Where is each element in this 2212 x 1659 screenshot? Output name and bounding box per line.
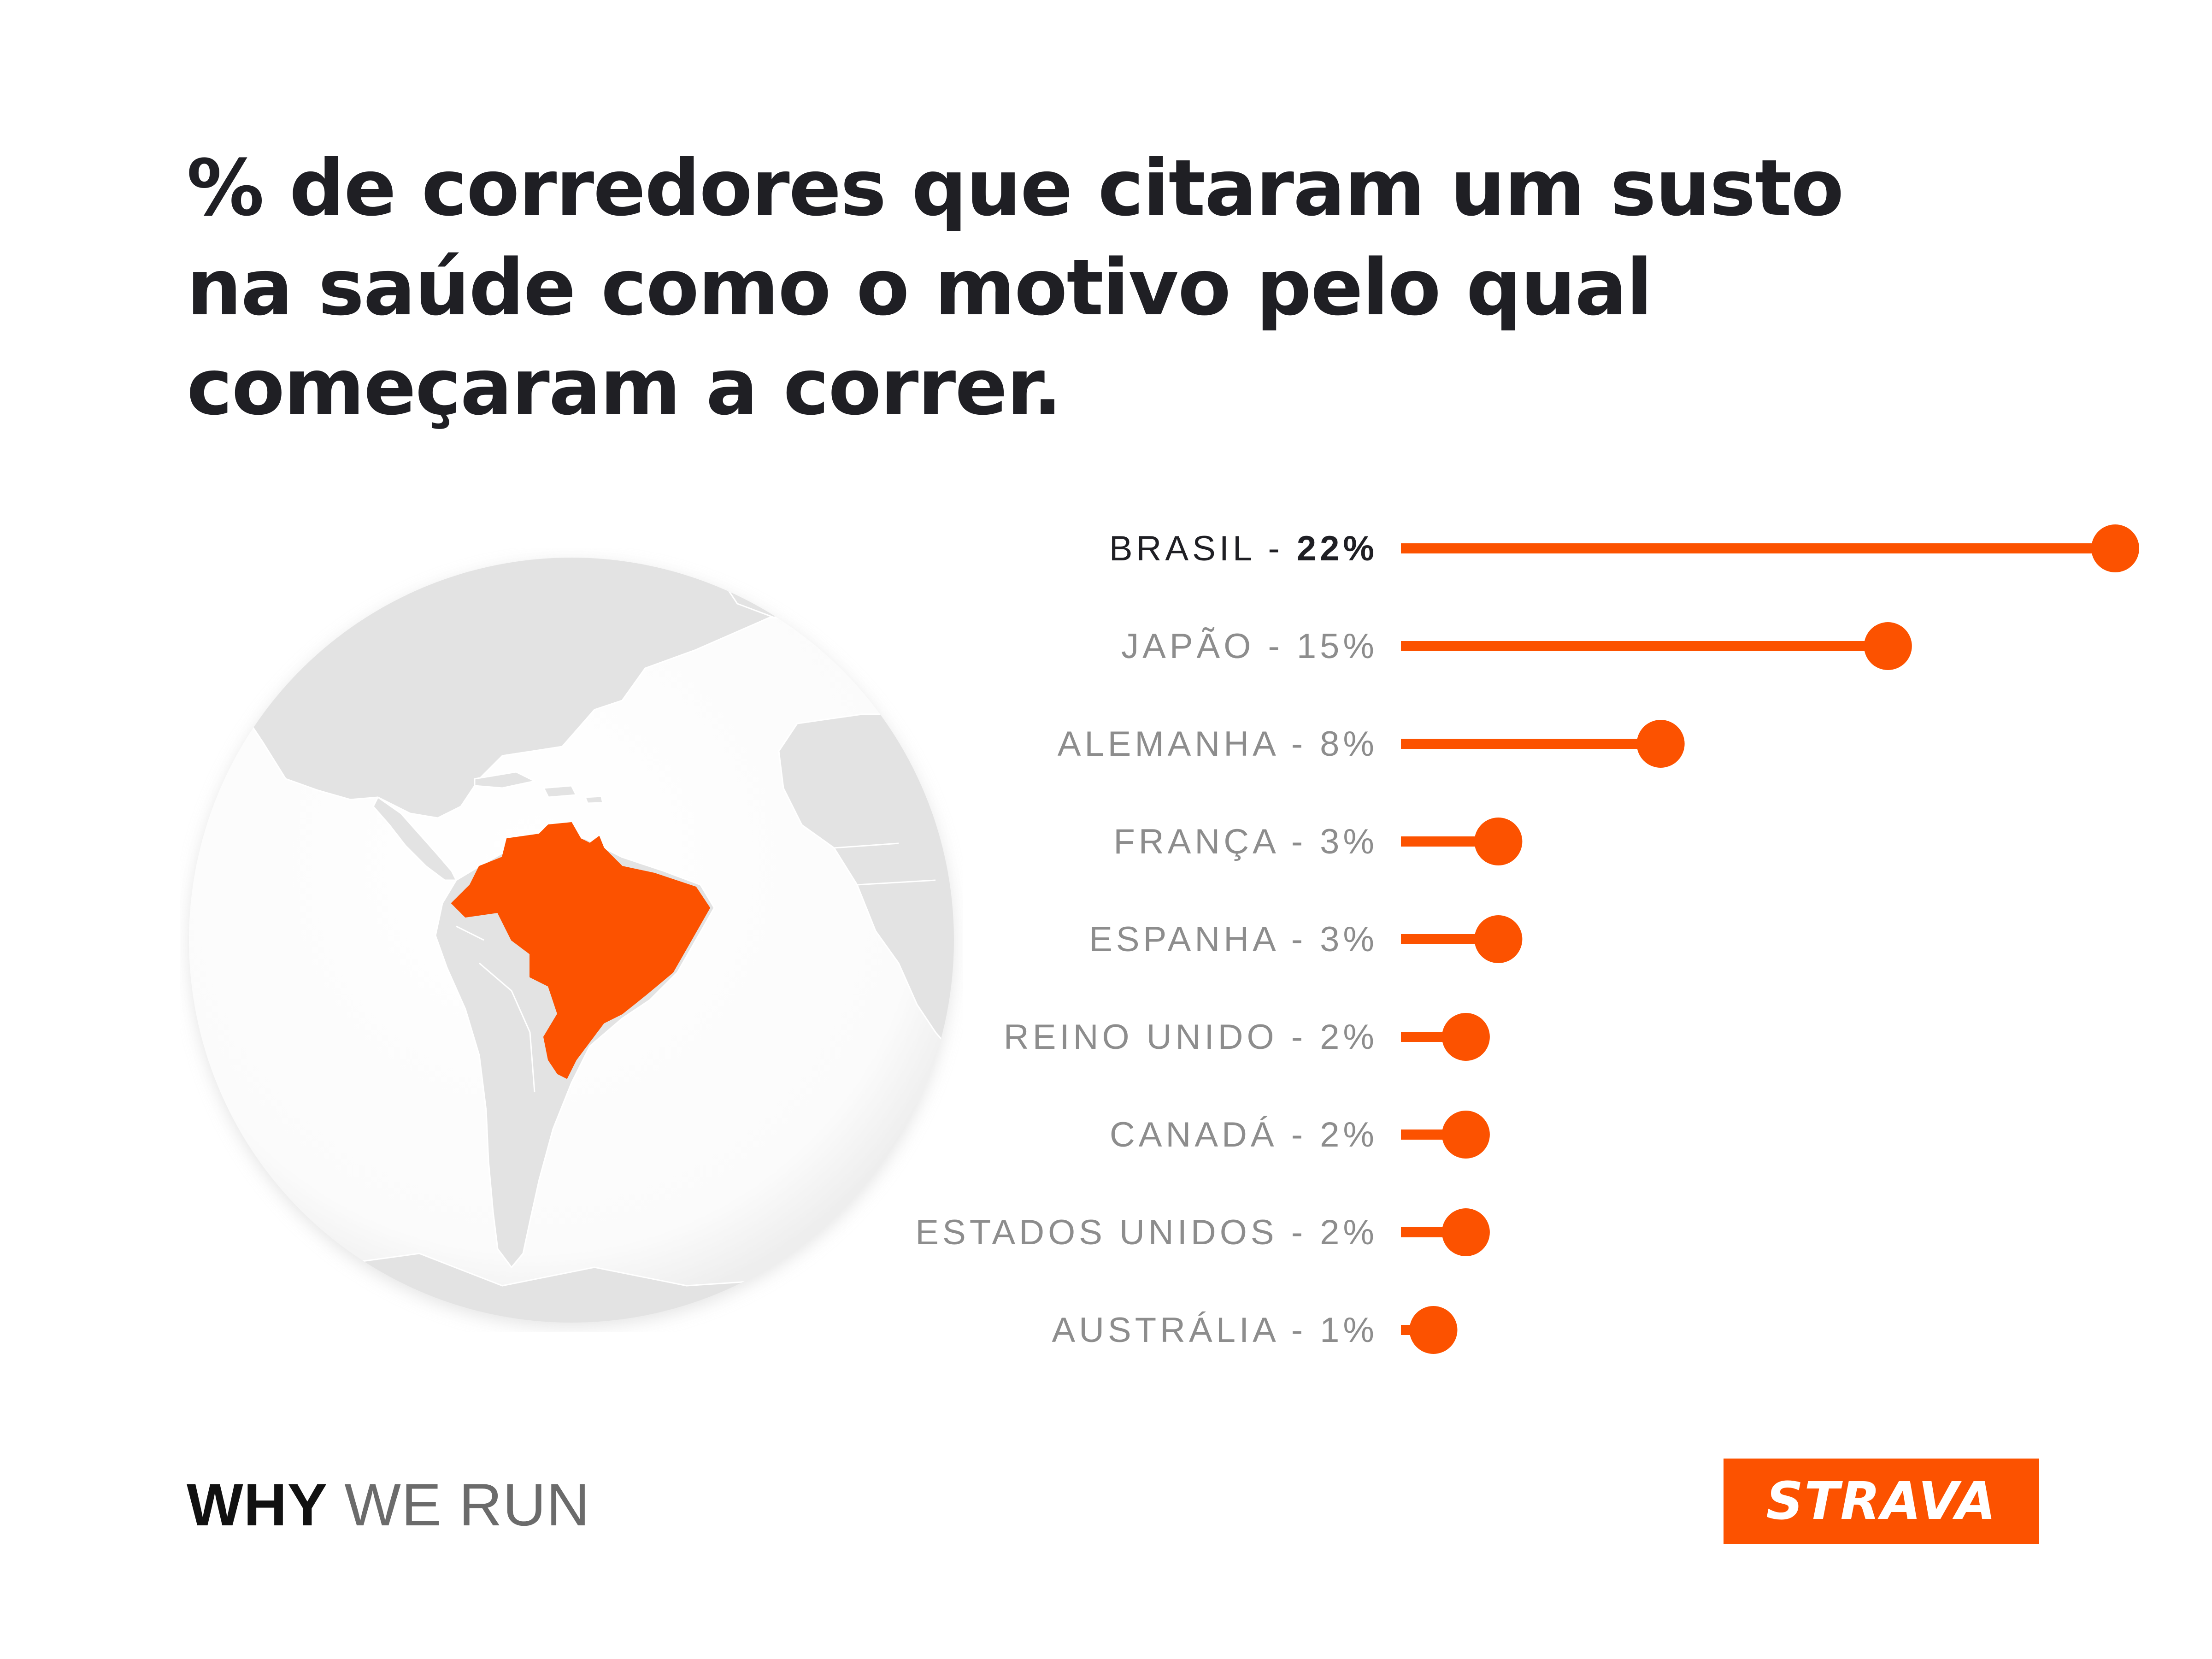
category-name: REINO UNIDO - xyxy=(1004,1018,1320,1057)
category-name: BRASIL - xyxy=(1109,529,1297,568)
caribbean-islands-land xyxy=(474,771,535,789)
category-name: JAPÃO - xyxy=(1121,627,1297,666)
chart-title: % de corredores que citaram um susto na … xyxy=(187,138,1984,437)
lollipop-dot xyxy=(1441,1208,1490,1256)
category-label: REINO UNIDO - 2% xyxy=(1004,1018,1378,1057)
brand-we-run: WE RUN xyxy=(344,1471,590,1538)
lollipop-chart: BRASIL - 22% JAPÃO - 15% ALEMANHA - 8% FRAN… xyxy=(876,507,2143,1406)
category-value: 2% xyxy=(1320,1213,1378,1252)
category-label: CANADÁ - 2% xyxy=(1110,1115,1378,1154)
category-label: ESPANHA - 3% xyxy=(1089,920,1378,959)
category-name: CANADÁ - xyxy=(1110,1115,1320,1154)
category-label: JAPÃO - 15% xyxy=(1121,627,1378,666)
category-label: BRASIL - 22% xyxy=(1109,529,1378,568)
why-we-run-brand: WHY WE RUN xyxy=(187,1470,590,1539)
category-label: FRANÇA - 3% xyxy=(1113,822,1378,861)
lollipop-dot xyxy=(2091,524,2139,572)
central-america-land xyxy=(372,796,457,881)
chart-title-line-1: % de corredores que citaram um susto xyxy=(187,143,1844,233)
lollipop-dot xyxy=(1409,1306,1458,1354)
category-value: 8% xyxy=(1320,724,1378,764)
north-america-land xyxy=(189,558,954,819)
category-value: 22% xyxy=(1297,529,1378,568)
strava-logo-text: STRAVA xyxy=(1766,1471,1997,1531)
lollipop-dot xyxy=(1864,622,1912,670)
category-value: 2% xyxy=(1320,1018,1378,1057)
category-label: ESTADOS UNIDOS - 2% xyxy=(915,1213,1378,1252)
category-name: ESTADOS UNIDOS - xyxy=(915,1213,1320,1252)
lollipop-dot xyxy=(1636,720,1685,768)
category-value: 15% xyxy=(1297,627,1378,666)
chart-title-line-3: começaram a correr. xyxy=(187,342,1062,432)
category-name: FRANÇA - xyxy=(1113,822,1320,861)
category-name: ALEMANHA - xyxy=(1058,724,1320,764)
category-name: AUSTRÁLIA - xyxy=(1052,1311,1320,1350)
strava-logo: STRAVA xyxy=(1724,1459,2039,1544)
lollipop-dot xyxy=(1474,818,1523,865)
category-value: 3% xyxy=(1320,920,1378,959)
category-value: 1% xyxy=(1320,1311,1378,1350)
category-label: AUSTRÁLIA - 1% xyxy=(1052,1311,1378,1350)
lollipop-dot xyxy=(1441,1013,1490,1061)
chart-title-line-2: na saúde como o motivo pelo qual xyxy=(187,242,1653,333)
lollipop-dot xyxy=(1441,1111,1490,1159)
lollipop-chart-svg: BRASIL - 22% JAPÃO - 15% ALEMANHA - 8% FRAN… xyxy=(915,524,2139,1354)
brazil-highlight xyxy=(451,822,710,1079)
category-label: ALEMANHA - 8% xyxy=(1058,724,1378,764)
category-value: 2% xyxy=(1320,1115,1378,1154)
category-name: ESPANHA - xyxy=(1089,920,1320,959)
lollipop-dot xyxy=(1474,915,1523,963)
brand-why: WHY xyxy=(187,1471,328,1538)
category-value: 3% xyxy=(1320,822,1378,861)
globe-brazil-highlight-icon xyxy=(180,548,963,1332)
